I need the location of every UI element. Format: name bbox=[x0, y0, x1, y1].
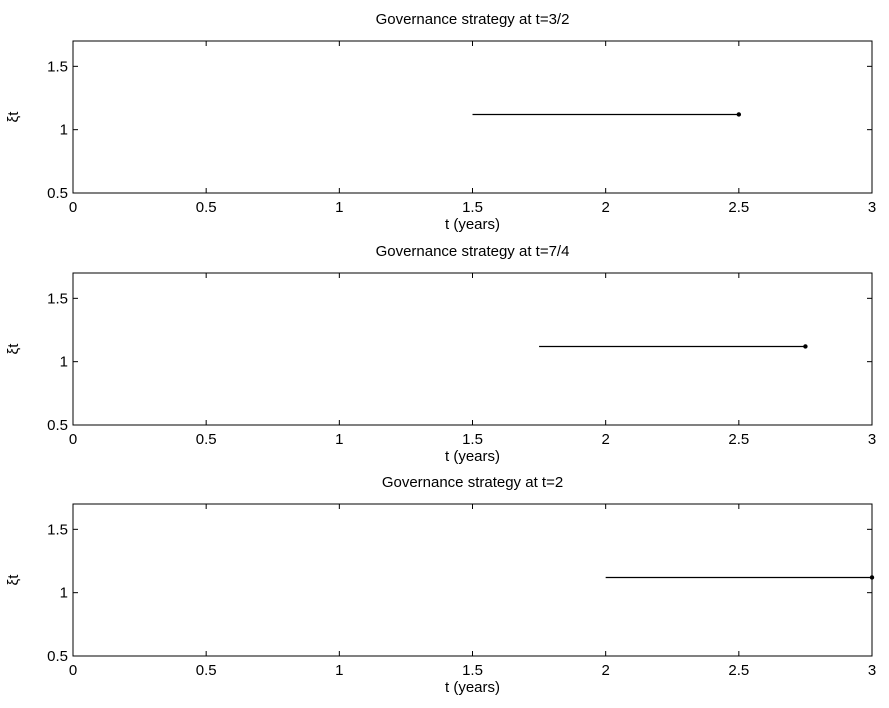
x-tick-label: 3 bbox=[868, 199, 876, 216]
x-tick-label: 2 bbox=[601, 199, 609, 216]
y-tick-label: 1.5 bbox=[47, 290, 68, 307]
y-tick-label: 1 bbox=[60, 122, 68, 139]
x-tick-label: 1.5 bbox=[462, 431, 483, 448]
subplot-3: Governance strategy at t=20 0.5 1 1.5 2 2.5 30… bbox=[5, 474, 876, 696]
series-endpoint-marker bbox=[736, 112, 742, 117]
x-tick-label: 2.5 bbox=[728, 199, 749, 216]
series-endpoint-marker bbox=[869, 575, 875, 580]
x-tick-label: 1.5 bbox=[462, 662, 483, 679]
chart-title: Governance strategy at t=2 bbox=[382, 474, 563, 491]
axes-frame bbox=[72, 40, 873, 194]
y-axis-label: ξt bbox=[5, 343, 22, 355]
x-tick-label: 2.5 bbox=[728, 431, 749, 448]
x-tick-label: 3 bbox=[868, 431, 876, 448]
x-tick-label: 0 bbox=[69, 431, 77, 448]
x-tick-label: 0.5 bbox=[196, 431, 217, 448]
y-tick-label: 1 bbox=[60, 354, 68, 371]
x-tick-label: 2.5 bbox=[728, 662, 749, 679]
y-tick-label: 0.5 bbox=[47, 648, 68, 665]
x-tick-label: 2 bbox=[601, 431, 609, 448]
y-axis-label: ξt bbox=[5, 111, 22, 123]
x-axis-label: t (years) bbox=[445, 448, 500, 465]
y-tick-label: 1 bbox=[60, 585, 68, 602]
axes-frame bbox=[72, 503, 873, 657]
y-tick-label: 0.5 bbox=[47, 417, 68, 434]
x-tick-label: 1.5 bbox=[462, 199, 483, 216]
y-tick-label: 1.5 bbox=[47, 521, 68, 538]
y-tick-label: 1.5 bbox=[47, 58, 68, 75]
series-endpoint-marker bbox=[803, 344, 808, 349]
x-axis-label: t (years) bbox=[445, 216, 500, 233]
axes-frame bbox=[72, 272, 873, 426]
x-tick-label: 0 bbox=[69, 662, 77, 679]
chart-title: Governance strategy at t=7/4 bbox=[376, 243, 570, 260]
x-tick-label: 0.5 bbox=[196, 199, 217, 216]
x-tick-label: 1 bbox=[335, 431, 343, 448]
x-tick-label: 3 bbox=[868, 662, 876, 679]
y-axis-label: ξt bbox=[5, 574, 22, 586]
subplot-2: Governance strategy at t=7/40 0.5 1 1.5 2 2.5… bbox=[5, 243, 876, 465]
y-tick-label: 0.5 bbox=[47, 185, 68, 202]
x-tick-label: 1 bbox=[335, 662, 343, 679]
x-tick-label: 1 bbox=[335, 199, 343, 216]
x-tick-label: 2 bbox=[601, 662, 609, 679]
x-tick-label: 0 bbox=[69, 199, 77, 216]
subplot-1: Governance strategy at t=3/20 0.5 1 1.5 2 2.5… bbox=[5, 11, 876, 233]
x-tick-label: 0.5 bbox=[196, 662, 217, 679]
x-axis-label: t (years) bbox=[445, 679, 500, 696]
chart-title: Governance strategy at t=3/2 bbox=[376, 11, 570, 28]
